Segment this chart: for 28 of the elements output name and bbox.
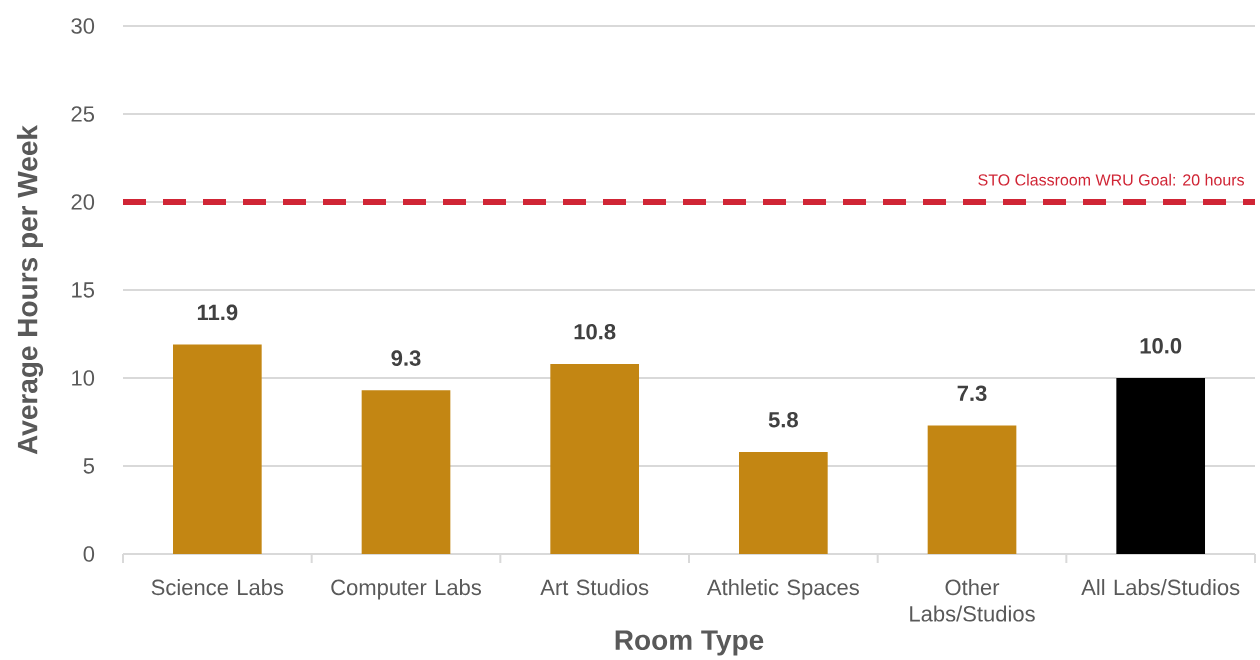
y-tick-label: 10 [72, 370, 95, 386]
data-label: 7.3 [957, 385, 987, 402]
x-tick-label: Computer Labs [331, 579, 482, 600]
bar [927, 425, 1017, 554]
data-label: 11.9 [197, 304, 238, 321]
y-tick-label: 0 [83, 546, 95, 562]
bar [173, 344, 262, 554]
bar [550, 363, 640, 554]
y-tick-label: 20 [71, 194, 95, 210]
y-tick-label: 25 [71, 106, 95, 122]
x-tick-label: Science Labs [151, 579, 284, 596]
y-axis-title: Average Hours per Week [16, 125, 44, 455]
bar [739, 451, 828, 554]
data-label: 9.3 [391, 350, 421, 366]
ref-line-label: STO Classroom WRU Goal: 20 hours [978, 173, 1245, 186]
data-label: 10.8 [574, 323, 616, 340]
y-tick-label: 15 [72, 282, 95, 298]
bar [361, 390, 451, 554]
x-tick-label: All Labs/Studios [1081, 579, 1240, 596]
x-tick-label: Art Studios [540, 579, 649, 596]
x-tick-label: Athletic Spaces [706, 579, 859, 600]
x-tick-label: Other Labs/Studios [910, 579, 1035, 622]
data-label: 10.0 [1140, 338, 1182, 354]
bar [1116, 378, 1206, 554]
y-tick-label: 5 [83, 458, 95, 474]
x-axis-title: Room Type [615, 630, 764, 656]
data-label: 5.8 [768, 411, 798, 428]
y-tick-label: 30 [71, 18, 95, 34]
